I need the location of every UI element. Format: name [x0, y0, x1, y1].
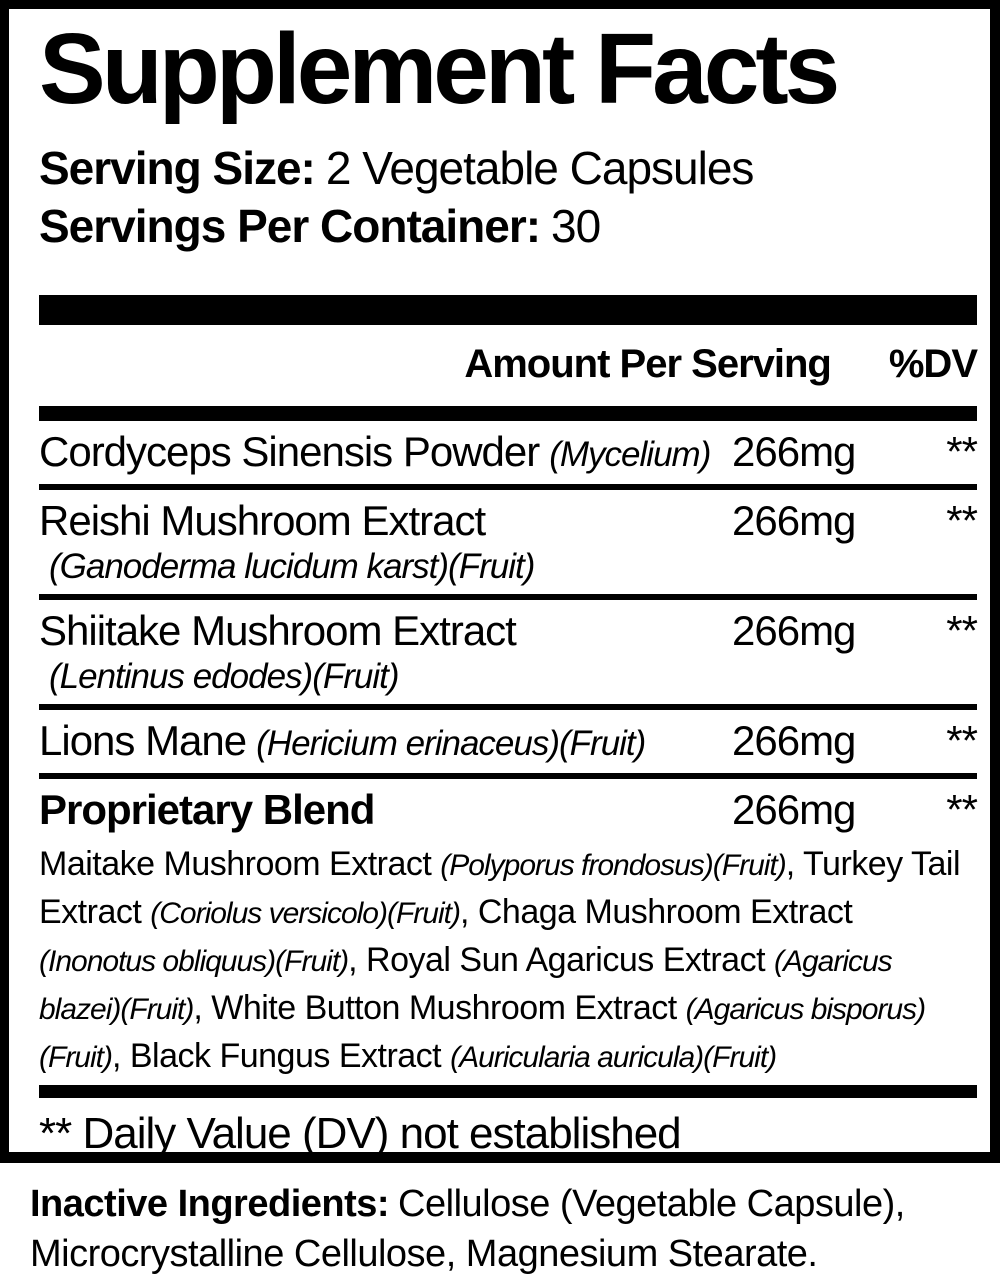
- ingredient-row: Cordyceps Sinensis Powder (Mycelium) 266m…: [39, 421, 978, 484]
- servings-per-container-label: Servings Per Container:: [39, 200, 541, 252]
- ingredient-amount: 266mg: [732, 717, 856, 764]
- ingredient-name-cell: Cordyceps Sinensis Powder (Mycelium): [39, 427, 732, 479]
- ingredient-name: Cordyceps Sinensis Powder: [39, 428, 540, 475]
- ingredient-row: Proprietary Blend 266mg **: [39, 773, 978, 839]
- servings-per-container-value: 30: [551, 200, 601, 252]
- ingredient-amount: 266mg: [732, 607, 856, 654]
- ingredient-subname: (Lentinus edodes)(Fruit): [49, 657, 400, 696]
- ingredient-name: Lions Mane: [39, 717, 247, 764]
- thick-separator-bar: [39, 295, 977, 325]
- proprietary-blend-description: Maitake Mushroom Extract (Polyporus fron…: [39, 841, 977, 1081]
- ingredient-amount: 266mg: [732, 786, 856, 833]
- blend-latin-segment: (Polyporus frondosus)(Fruit): [440, 849, 786, 882]
- blend-text-segment: , Chaga Mushroom Extract: [459, 893, 853, 931]
- ingredient-dv: **: [946, 786, 978, 833]
- supplement-facts-panel: Supplement Facts Serving Size: 2 Vegetabl…: [0, 0, 1000, 1163]
- blend-text-segment: , Black Fungus Extract: [111, 1037, 451, 1075]
- ingredient-dv: **: [946, 428, 978, 475]
- inactive-ingredients-text: Cellulose (Vegetable Capsule), Microcrys…: [30, 1183, 905, 1275]
- ingredient-row: Reishi Mushroom Extract (Ganoderma lucid…: [39, 484, 978, 594]
- blend-text-segment: , Turkey Tail Extract: [39, 845, 961, 931]
- ingredient-name: Shiitake Mushroom Extract: [39, 607, 517, 654]
- servings-per-container-line: Servings Per Container: 30: [39, 197, 977, 255]
- dv-footnote: ** Daily Value (DV) not established: [39, 1109, 682, 1158]
- ingredient-name-cell: Proprietary Blend: [39, 785, 732, 834]
- blend-text-segment: , Royal Sun Agaricus Extract: [348, 941, 774, 979]
- serving-info: Serving Size: 2 Vegetable Capsules Servin…: [39, 139, 977, 255]
- ingredient-latin: (Hericium erinaceus)(Fruit): [256, 724, 646, 763]
- serving-size-value: 2 Vegetable Capsules: [325, 142, 755, 194]
- percent-dv-header: %DV: [888, 342, 978, 386]
- serving-size-label: Serving Size:: [39, 142, 316, 194]
- blend-latin-segment: (Inonotus obliquus)(Fruit): [39, 945, 349, 978]
- serving-size-line: Serving Size: 2 Vegetable Capsules: [39, 139, 977, 197]
- ingredient-name-cell: Lions Mane (Hericium erinaceus)(Fruit): [39, 716, 732, 768]
- column-header-row: Amount Per Serving %DV: [39, 325, 978, 406]
- ingredient-name-cell: Reishi Mushroom Extract (Ganoderma lucid…: [39, 496, 732, 589]
- header-underline-bar: [39, 406, 977, 421]
- blend-latin-segment: (Agaricus blazei)(Fruit): [39, 945, 893, 1026]
- ingredient-dv: **: [946, 497, 978, 544]
- ingredient-name-cell: Shiitake Mushroom Extract (Lentinus edod…: [39, 606, 732, 699]
- inactive-ingredients: Inactive Ingredients: Cellulose (Vegetabl…: [30, 1179, 980, 1278]
- ingredient-name: Proprietary Blend: [39, 786, 375, 833]
- ingredient-amount: 266mg: [732, 497, 856, 544]
- ingredient-name: Reishi Mushroom Extract: [39, 497, 486, 544]
- blend-latin-segment: (Auricularia auricula)(Fruit): [450, 1041, 777, 1074]
- panel-title: Supplement Facts: [39, 13, 840, 125]
- ingredient-latin: (Mycelium): [549, 435, 711, 474]
- ingredient-amount: 266mg: [732, 428, 856, 475]
- ingredient-row: Shiitake Mushroom Extract (Lentinus edod…: [39, 594, 978, 704]
- ingredient-dv: **: [946, 717, 978, 764]
- ingredient-dv: **: [946, 607, 978, 654]
- amount-per-serving-header: Amount Per Serving: [464, 342, 832, 386]
- ingredient-subname: (Ganoderma lucidum karst)(Fruit): [49, 547, 535, 586]
- ingredient-row: Lions Mane (Hericium erinaceus)(Fruit) 26…: [39, 704, 978, 773]
- blend-latin-segment: (Coriolus versicolo)(Fruit): [150, 897, 461, 930]
- inactive-ingredients-label: Inactive Ingredients:: [30, 1183, 390, 1225]
- blend-text-segment: Maitake Mushroom Extract: [39, 845, 441, 883]
- footnote-separator-bar: [39, 1085, 977, 1098]
- blend-text-segment: , White Button Mushroom Extract: [193, 989, 686, 1027]
- blend-latin-segment: (Agaricus bisporus)(Fruit): [39, 993, 926, 1074]
- ingredient-rows: Cordyceps Sinensis Powder (Mycelium) 266m…: [39, 421, 978, 839]
